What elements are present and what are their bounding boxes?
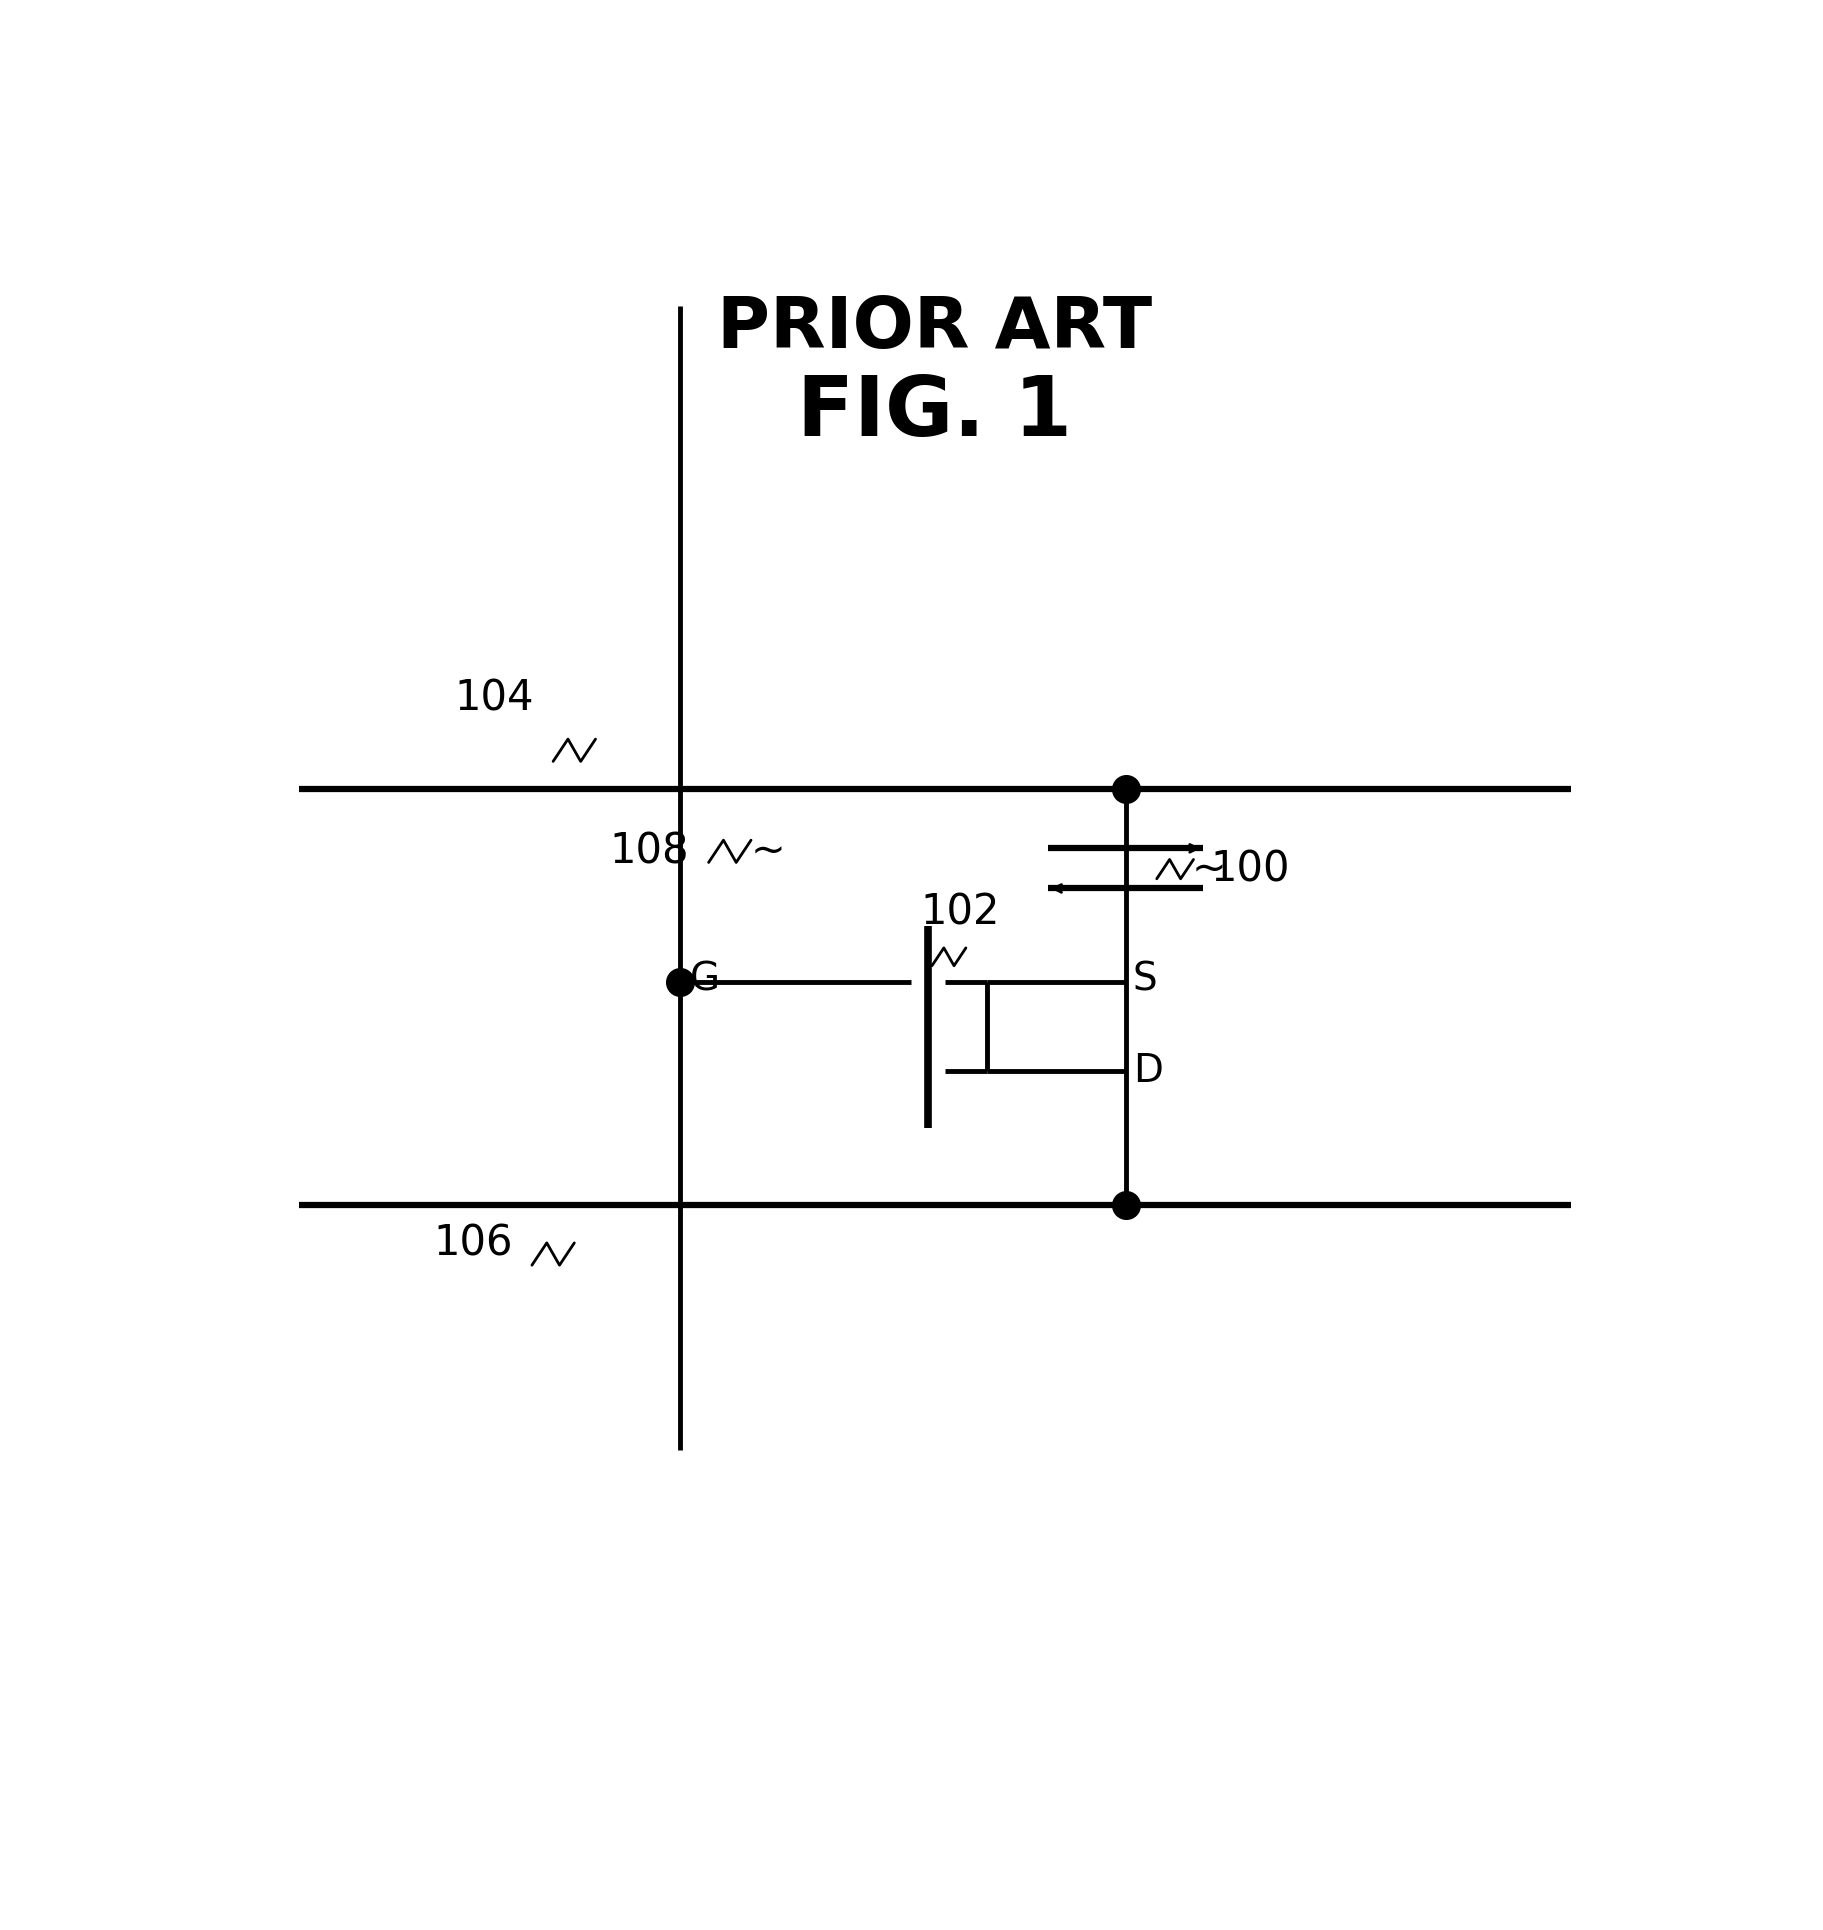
Text: ~: ~	[751, 830, 786, 872]
Text: 100: 100	[1210, 847, 1289, 890]
Point	[1110, 1189, 1139, 1220]
Point	[665, 967, 695, 998]
Text: PRIOR ART: PRIOR ART	[716, 293, 1152, 363]
Text: FIG. 1: FIG. 1	[797, 372, 1072, 454]
Text: 104: 104	[454, 677, 534, 720]
Text: D: D	[1132, 1052, 1161, 1090]
Text: G: G	[689, 959, 720, 998]
Text: ~: ~	[1192, 847, 1227, 890]
Text: 102: 102	[921, 892, 999, 932]
Text: 106: 106	[432, 1222, 512, 1264]
Text: S: S	[1132, 959, 1158, 998]
Text: 108: 108	[609, 830, 689, 872]
Point	[1110, 774, 1139, 805]
